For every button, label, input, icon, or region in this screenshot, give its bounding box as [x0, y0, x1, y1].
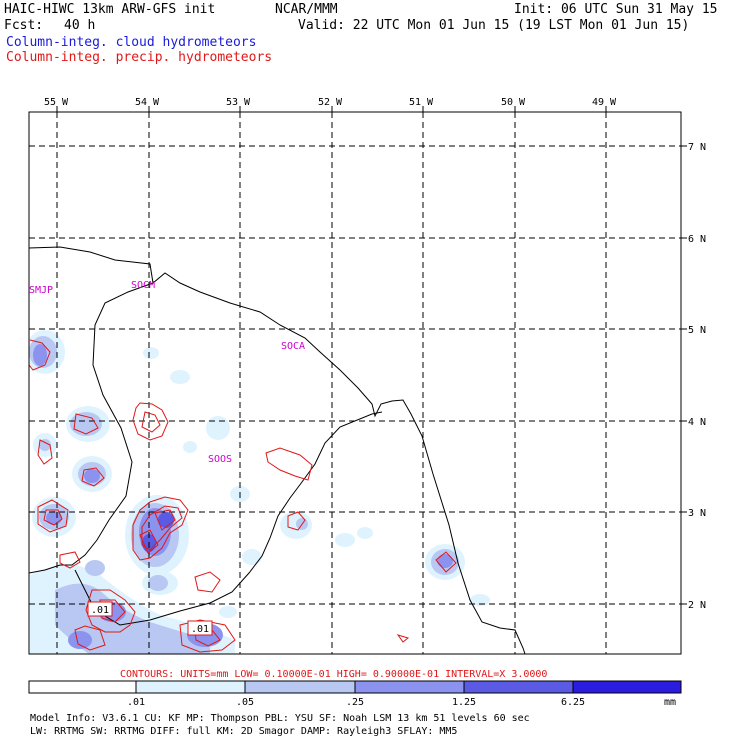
tick-marks	[56, 106, 687, 605]
org-label: NCAR/MMM	[275, 2, 338, 17]
model-info-line1: Model Info: V3.6.1 CU: KF MP: Thompson P…	[30, 713, 530, 724]
init-time: Init: 06 UTC Sun 31 May 15	[514, 2, 718, 17]
station-label: SMJP	[29, 285, 53, 296]
lat-label: 5 N	[688, 325, 706, 336]
map-field: SMJP SOCM SOCA SOOS .01 .01	[29, 112, 681, 654]
map-frame	[28, 111, 682, 655]
contour-value: .01	[191, 624, 209, 635]
lat-label: 7 N	[688, 142, 706, 153]
fcst-label: Fcst:	[4, 18, 44, 33]
lon-label: 53 W	[226, 97, 251, 108]
station-label: SOCM	[131, 280, 155, 291]
colorbar-units: mm	[664, 697, 676, 708]
model-title: HAIC-HIWC 13km ARW-GFS init	[4, 2, 216, 17]
colorbar-threshold: .01	[127, 697, 145, 708]
station-label: SOCA	[281, 341, 305, 352]
contour-value-box: .01	[87, 601, 113, 617]
colorbar-threshold: .25	[346, 697, 364, 708]
lat-label: 3 N	[688, 508, 706, 519]
lon-label: 54 W	[135, 97, 160, 108]
lon-label: 49 W	[592, 97, 617, 108]
lon-label: 55 W	[44, 97, 69, 108]
colorbar-threshold: .05	[236, 697, 254, 708]
contour-value: .01	[91, 605, 109, 616]
lat-label: 4 N	[688, 417, 706, 428]
precip-contours	[29, 339, 457, 653]
lat-label: 2 N	[688, 600, 706, 611]
contour-note: CONTOURS: UNITS=mm LOW= 0.10000E-01 HIGH…	[120, 669, 547, 680]
lat-lon-grid	[29, 112, 681, 654]
contour-value-box: .01	[187, 620, 213, 636]
field-cloud-label: Column-integ. cloud hydrometeors	[6, 35, 257, 50]
lon-label: 50 W	[501, 97, 526, 108]
colorbar-threshold: 1.25	[452, 697, 476, 708]
lon-label: 51 W	[409, 97, 434, 108]
lat-label: 6 N	[688, 234, 706, 245]
model-info-line2: LW: RRTMG SW: RRTMG DIFF: full KM: 2D Sm…	[30, 726, 457, 737]
color-bar	[28, 680, 682, 694]
station-label: SOOS	[208, 454, 232, 465]
coastline	[29, 246, 526, 654]
fcst-value: 40 h	[64, 18, 96, 33]
lon-label: 52 W	[318, 97, 343, 108]
colorbar-threshold: 6.25	[561, 697, 585, 708]
valid-time: Valid: 22 UTC Mon 01 Jun 15 (19 LST Mon …	[298, 18, 690, 33]
field-precip-label: Column-integ. precip. hydrometeors	[6, 50, 273, 65]
